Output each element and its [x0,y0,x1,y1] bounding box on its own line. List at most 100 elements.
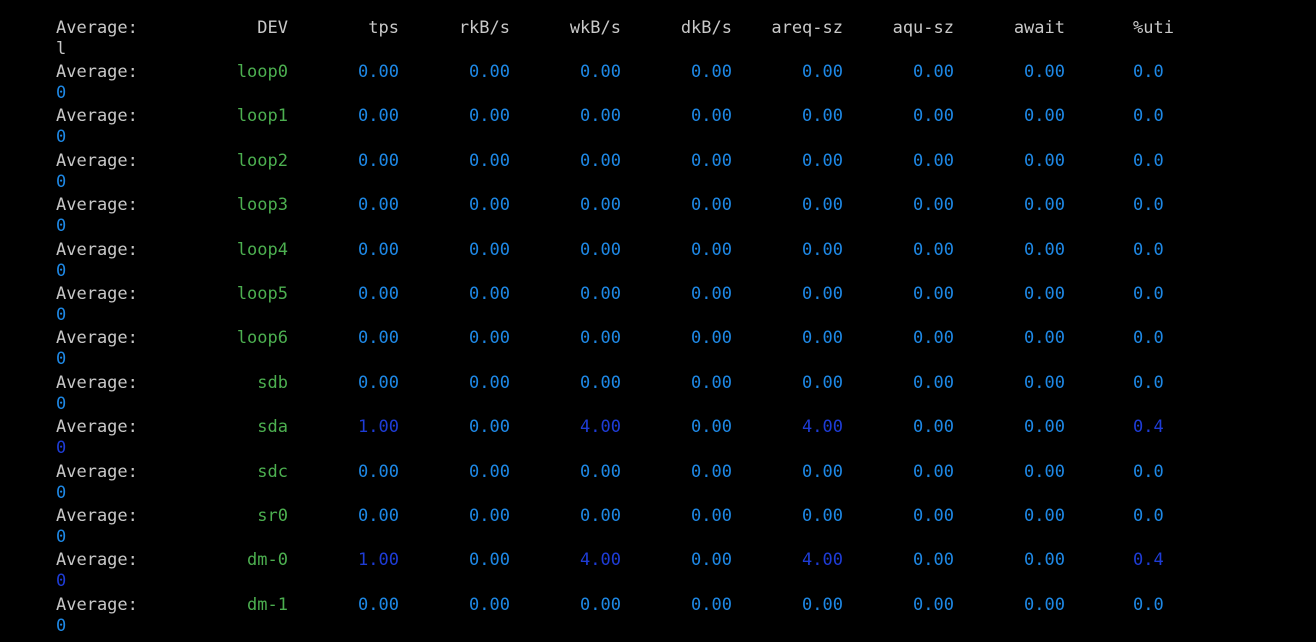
value-areq: 4.00 [802,550,843,571]
value-util-wrap: 0 [56,127,67,148]
value-await: 0.00 [1024,550,1065,571]
value-aqu: 0.00 [913,62,954,82]
value-tps: 0.00 [358,284,399,304]
table-row: Average: sda 1.00 0.00 4.00 0.00 4.00 0.00 0.00 0… [0,407,1316,458]
value-areq: 0.00 [802,106,843,127]
value-rkb: 0.00 [469,372,510,393]
value-tps: 0.00 [358,372,399,393]
value-await: 0.00 [1024,106,1065,127]
value-rkb: 0.00 [469,461,510,482]
table-row: Average: loop2 0.00 0.00 0.00 0.00 0.00 0.00 0.0… [0,141,1316,192]
value-rkb: 0.00 [469,195,510,216]
value-dkb: 0.00 [691,594,732,615]
column-header-util-wrap: l [56,39,67,59]
device-name: loop3 [236,195,288,216]
value-util-wrap: 0 [56,83,67,103]
value-util: 0.4 [1133,550,1164,571]
value-util-wrap: 0 [56,260,67,281]
table-row: Average: sr0 0.00 0.00 0.00 0.00 0.00 0.00 0.00 0… [0,496,1316,547]
value-areq: 0.00 [802,372,843,393]
value-rkb: 0.00 [469,106,510,127]
value-dkb: 0.00 [691,284,732,304]
value-await: 0.00 [1024,372,1065,393]
value-rkb: 0.00 [469,239,510,260]
value-dkb: 0.00 [691,195,732,216]
value-tps: 0.00 [358,195,399,216]
value-util-wrap: 0 [56,438,67,459]
value-aqu: 0.00 [913,594,954,615]
value-util-wrap: 0 [56,171,67,192]
device-name: sda [257,417,288,438]
value-wkb: 0.00 [580,461,621,482]
value-dkb: 0.00 [691,150,732,171]
value-dkb: 0.00 [691,506,732,526]
device-name: sr0 [257,506,288,526]
device-name: loop0 [236,62,288,82]
value-areq: 0.00 [802,594,843,615]
value-dkb: 0.00 [691,417,732,438]
average-label: Average: [56,461,138,482]
average-label: Average: [56,328,138,349]
value-util: 0.0 [1133,594,1164,615]
value-await: 0.00 [1024,150,1065,171]
average-label: Average: [56,506,138,526]
value-await: 0.00 [1024,461,1065,482]
value-util: 0.0 [1133,195,1164,216]
table-row: Average: loop3 0.00 0.00 0.00 0.00 0.00 0.00 0.0… [0,185,1316,236]
value-tps: 0.00 [358,461,399,482]
value-util: 0.0 [1133,239,1164,260]
value-rkb: 0.00 [469,594,510,615]
value-await: 0.00 [1024,594,1065,615]
average-label: Average: [56,284,138,304]
device-name: dm-0 [247,550,288,571]
value-util: 0.0 [1133,328,1164,349]
value-wkb: 4.00 [580,417,621,438]
value-util-wrap: 0 [56,305,67,325]
value-wkb: 0.00 [580,372,621,393]
value-util: 0.0 [1133,372,1164,393]
value-aqu: 0.00 [913,150,954,171]
value-areq: 0.00 [802,284,843,304]
table-row: Average: loop1 0.00 0.00 0.00 0.00 0.00 0.00 0.0… [0,96,1316,147]
value-tps: 1.00 [358,417,399,438]
value-aqu: 0.00 [913,284,954,304]
value-tps: 0.00 [358,239,399,260]
value-aqu: 0.00 [913,106,954,127]
value-util-wrap: 0 [56,615,67,636]
value-await: 0.00 [1024,195,1065,216]
value-wkb: 0.00 [580,506,621,526]
device-name: sdc [257,461,288,482]
value-await: 0.00 [1024,328,1065,349]
table-row: Average: dm-1 0.00 0.00 0.00 0.00 0.00 0.00 0.00… [0,585,1316,636]
value-rkb: 0.00 [469,550,510,571]
value-dkb: 0.00 [691,550,732,571]
table-row: Average: loop5 0.00 0.00 0.00 0.00 0.00 0.00 0.0… [0,274,1316,325]
average-label: Average: [56,239,138,260]
value-dkb: 0.00 [691,372,732,393]
value-dkb: 0.00 [691,106,732,127]
value-areq: 0.00 [802,195,843,216]
value-await: 0.00 [1024,284,1065,304]
value-util-wrap: 0 [56,482,67,503]
average-label: Average: [56,372,138,393]
value-rkb: 0.00 [469,506,510,526]
column-header-tps: tps [368,18,399,38]
value-rkb: 0.00 [469,150,510,171]
column-header-rkb: rkB/s [458,18,510,38]
value-areq: 0.00 [802,239,843,260]
table-row: Average: dm-0 1.00 0.00 4.00 0.00 4.00 0.00 0.00… [0,540,1316,591]
value-aqu: 0.00 [913,417,954,438]
value-util-wrap: 0 [56,393,67,414]
value-aqu: 0.00 [913,550,954,571]
value-util: 0.0 [1133,150,1164,171]
value-wkb: 0.00 [580,239,621,260]
value-aqu: 0.00 [913,506,954,526]
value-areq: 0.00 [802,150,843,171]
column-header-areq: areq-sz [771,18,843,38]
average-label: Average: [56,106,138,127]
average-label: Average: [56,417,138,438]
device-name: loop4 [236,239,288,260]
value-rkb: 0.00 [469,328,510,349]
value-wkb: 0.00 [580,328,621,349]
